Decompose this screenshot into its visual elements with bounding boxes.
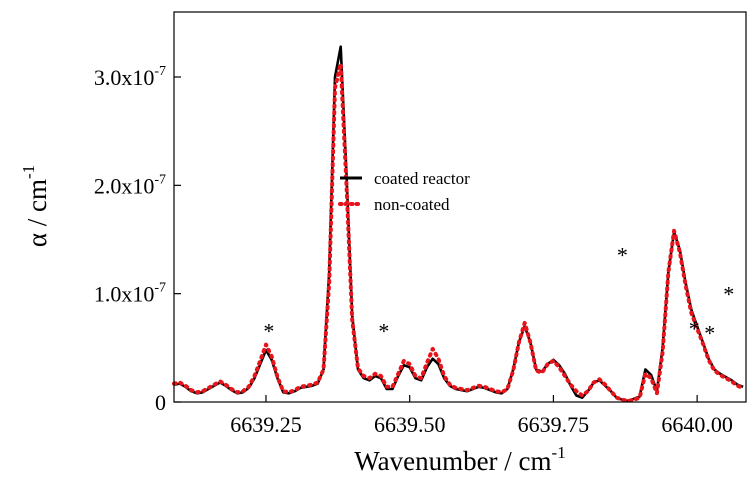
- series-line-coated-reactor: [173, 45, 744, 403]
- y-axis: 0 1.0x10-7 2.0x10-7 3.0x10-7: [94, 64, 181, 415]
- annotation-layer: * *** **: [263, 243, 734, 346]
- y-tick-label: 3.0x10-7: [94, 64, 166, 90]
- legend-label-non-coated: non-coated: [374, 195, 450, 214]
- peak-marker: *: [263, 318, 274, 343]
- legend: coated reactor non-coated: [338, 169, 470, 214]
- peak-marker: *: [723, 282, 734, 307]
- x-tick-label: 6639.75: [518, 412, 590, 437]
- y-tick-label: 1.0x10-7: [94, 281, 166, 307]
- peak-marker: *: [689, 316, 700, 341]
- peak-marker: *: [378, 318, 389, 343]
- x-tick-label: 6639.25: [230, 412, 302, 437]
- x-axis: 6639.25 6639.50 6639.75 6640.00: [230, 395, 733, 437]
- peak-marker: *: [704, 321, 715, 346]
- peak-marker: *: [617, 243, 628, 268]
- x-tick-label: 6639.50: [374, 412, 446, 437]
- y-tick-label: 0: [155, 390, 166, 415]
- x-tick-label: 6640.00: [661, 412, 733, 437]
- plot-frame: [173, 11, 747, 403]
- y-tick-label: 2.0x10-7: [94, 172, 166, 198]
- series-layer: [172, 45, 746, 403]
- series-line-non-coated: [172, 62, 746, 403]
- y-axis-label: α / cm-1: [19, 165, 52, 247]
- x-axis-label: Wavenumber / cm-1: [354, 443, 565, 476]
- legend-label-coated: coated reactor: [374, 169, 470, 188]
